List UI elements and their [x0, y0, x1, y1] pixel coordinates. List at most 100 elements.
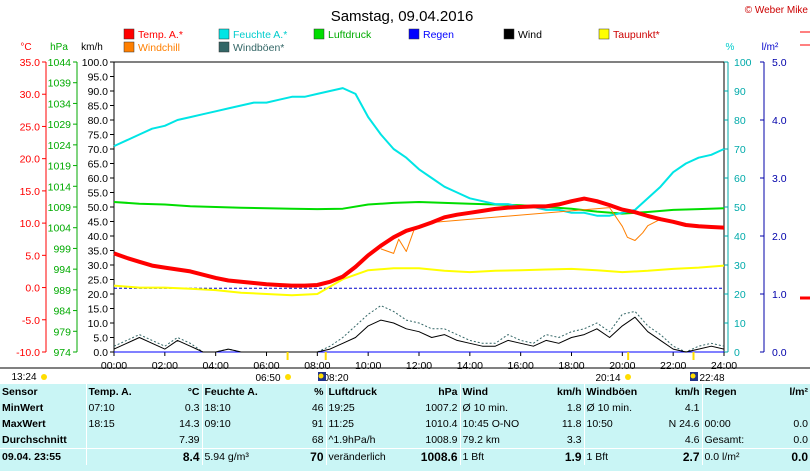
temp_c-tick-label: 5.0: [25, 250, 40, 262]
legend-label: Temp. A.*: [138, 29, 183, 41]
stats-cell: Ø 10 min.: [583, 400, 646, 416]
x-tick-label: 04:00: [203, 360, 229, 372]
stats-cell: Luftdruck: [325, 384, 394, 400]
stats-table: Sensor Temp. A. °C Feuchte A.% Luftdruck hPa W…: [0, 384, 810, 465]
stats-row: MinWert 07:10 0.3 18:10 46 19:25 1007.2 Ø 10 mi…: [0, 400, 810, 416]
stats-cell: veränderlich: [325, 448, 394, 465]
temp_c-tick-label: 15.0: [20, 186, 41, 198]
stats-cell: 46: [311, 402, 324, 414]
pressure_hpa-tick-label: 994: [53, 264, 71, 276]
wind_kmh-tick-label: 75.0: [88, 130, 109, 142]
humidity_pct-tick-label: 40: [734, 231, 746, 243]
wind_kmh-tick-label: 0.0: [93, 347, 108, 359]
wind_kmh-tick-label: 70.0: [88, 144, 109, 156]
humidity_pct-tick-label: 60: [734, 173, 746, 185]
stats-cell: °C: [187, 386, 200, 398]
stats-cell: Regen: [701, 384, 764, 400]
stats-cell: 8.4: [182, 450, 200, 464]
wind_kmh-tick-label: 60.0: [88, 173, 109, 185]
pressure_hpa-tick-label: 1014: [48, 181, 72, 193]
stats-cell: [85, 448, 144, 465]
legend-swatch: [218, 41, 230, 53]
humidity_pct-tick-label: 30: [734, 260, 746, 272]
marker-label: 08:20: [323, 373, 348, 384]
stats-cell: Sensor: [2, 386, 38, 398]
stats-cell: 07:10: [85, 400, 144, 416]
moon-icon-glyph: [318, 373, 324, 379]
marker-label: 06:50: [255, 373, 280, 384]
pressure_hpa-tick-label: 1004: [48, 223, 72, 235]
pressure_hpa-tick-label: 1034: [48, 98, 72, 110]
temp_c-tick-label: 20.0: [20, 154, 41, 166]
stats-row: MaxWert 18:15 14.3 09:10 91 11:25 1010.4 10:45 …: [0, 416, 810, 432]
legend-swatch: [123, 28, 135, 40]
wind_kmh-tick-label: 80.0: [88, 115, 109, 127]
rain-axis-unit: l/m²: [762, 42, 779, 53]
wind_kmh-tick-label: 30.0: [88, 260, 109, 272]
wind_kmh-tick-label: 65.0: [88, 159, 109, 171]
pressure_hpa-tick-label: 999: [53, 243, 71, 255]
temp_c-tick-label: -10.0: [16, 347, 40, 359]
stats-cell: 1010.4: [425, 418, 458, 430]
wind_kmh-tick-label: 35.0: [88, 246, 109, 258]
moon-icon-glyph: [690, 373, 696, 379]
wind_kmh-tick-label: 25.0: [88, 275, 109, 287]
legend-label: Taupunkt*: [613, 29, 660, 41]
wind_kmh-tick-label: 20.0: [88, 289, 109, 301]
x-tick-label: 06:00: [253, 360, 279, 372]
stats-cell: 0.0: [764, 432, 810, 449]
legend-swatch: [408, 28, 420, 40]
temp-axis-unit: °C: [20, 42, 31, 53]
series-line-tempa: [113, 196, 725, 288]
stats-cell: [764, 400, 810, 416]
stats-cell: 0.3: [184, 402, 200, 414]
sun-icon: [625, 374, 631, 380]
stats-cell: MaxWert: [2, 418, 46, 430]
wind_kmh-tick-label: 100.0: [82, 57, 108, 69]
stats-cell: 09.04. 23:55: [2, 451, 61, 463]
stats-cell: 1 Bft: [583, 448, 646, 465]
stats-cell: 3.3: [528, 432, 584, 449]
copyright-label: © Weber Mike: [745, 5, 809, 16]
temp_c-tick-label: 25.0: [20, 121, 41, 133]
x-tick-label: 22:00: [660, 360, 686, 372]
stats-cell: 4.6: [646, 432, 702, 449]
pressure_hpa-tick-label: 1009: [48, 202, 72, 214]
stats-row: Sensor Temp. A. °C Feuchte A.% Luftdruck hPa W…: [0, 384, 810, 400]
stats-cell: Wind: [459, 384, 528, 400]
stats-cell: 0.0 l/m²: [701, 448, 764, 465]
rain_lm2-tick-label: 5.0: [772, 57, 787, 69]
stats-panel: Sensor Temp. A. °C Feuchte A.% Luftdruck hPa W…: [0, 384, 810, 471]
wind_kmh-tick-label: 85.0: [88, 101, 109, 113]
pressure_hpa-tick-label: 1044: [48, 57, 72, 69]
wind_kmh-tick-label: 15.0: [88, 304, 109, 316]
stats-cell: hPa: [438, 386, 458, 398]
legend-label: Windböen*: [233, 42, 284, 54]
legend-label: Windchill: [138, 42, 180, 54]
stats-cell: l/m²: [789, 386, 808, 398]
legend-label: Luftdruck: [328, 29, 372, 41]
series-line-wind: [113, 316, 725, 353]
stats-cell: 10:45 O-NO: [459, 416, 528, 432]
stats-cell: Ø 10 min.: [459, 400, 528, 416]
stats-cell: 00:00: [701, 416, 764, 432]
pressure_hpa-tick-label: 1039: [48, 78, 72, 90]
legend-label: Wind: [518, 29, 542, 41]
marker-label: 13:24: [11, 372, 36, 383]
humidity-axis-unit: %: [726, 42, 735, 53]
wind_kmh-tick-label: 90.0: [88, 86, 109, 98]
stats-cell: km/h: [674, 386, 700, 398]
stats-cell: 1.8: [566, 402, 582, 414]
stats-cell: 11:25: [325, 416, 394, 432]
stats-cell: 14.3: [179, 418, 200, 430]
series-line-taupunkt: [113, 264, 725, 297]
series-line-windchill: [380, 207, 661, 254]
legend-swatch: [503, 28, 515, 40]
series-line-feuchtea: [113, 87, 725, 217]
stats-cell: 18:15: [85, 416, 144, 432]
humidity_pct-tick-label: 80: [734, 115, 746, 127]
stats-cell: Gesamt:: [701, 432, 764, 449]
stats-cell: 0.0: [791, 450, 808, 464]
rain_lm2-tick-label: 0.0: [772, 347, 787, 359]
marker-label: 22:48: [699, 373, 724, 384]
